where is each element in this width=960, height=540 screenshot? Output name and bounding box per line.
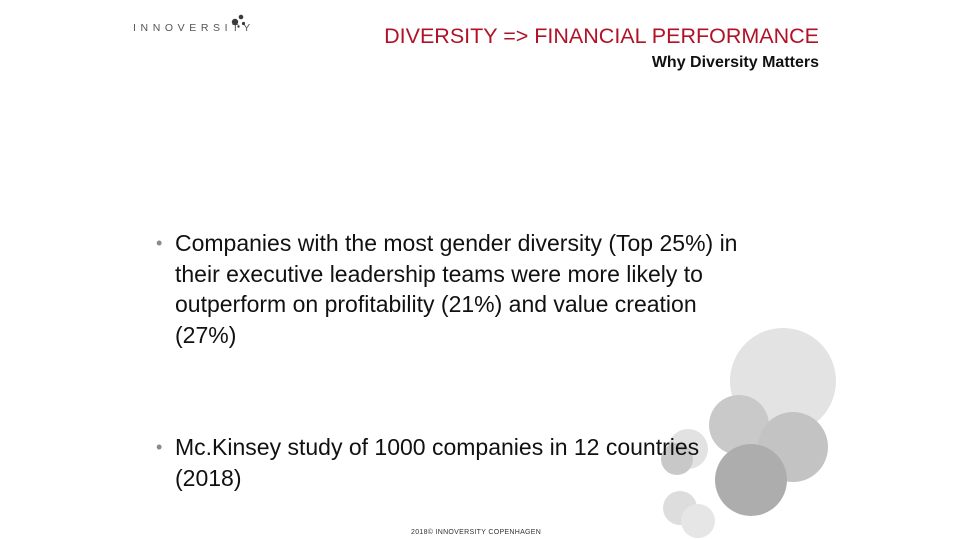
bullet-dot-icon: • bbox=[156, 437, 163, 457]
decor-circle bbox=[663, 491, 697, 525]
decor-circle bbox=[758, 412, 828, 482]
dots-logo-icon bbox=[231, 14, 246, 28]
footer-copyright: 2018© INNOVERSITY COPENHAGEN bbox=[411, 529, 542, 536]
bullet-item: • Mc.Kinsey study of 1000 companies in 1… bbox=[156, 432, 756, 493]
bullet-text: Companies with the most gender diversity… bbox=[175, 230, 738, 348]
logo-wordmark: INNOVERSITY bbox=[133, 22, 255, 34]
bullet-item: • Companies with the most gender diversi… bbox=[156, 228, 756, 350]
slide-title: DIVERSITY => FINANCIAL PERFORMANCE bbox=[384, 24, 819, 48]
bullet-text: Mc.Kinsey study of 1000 companies in 12 … bbox=[175, 434, 700, 491]
decor-circle bbox=[681, 504, 715, 538]
slide-subtitle: Why Diversity Matters bbox=[651, 54, 819, 71]
bullet-dot-icon: • bbox=[156, 233, 163, 253]
